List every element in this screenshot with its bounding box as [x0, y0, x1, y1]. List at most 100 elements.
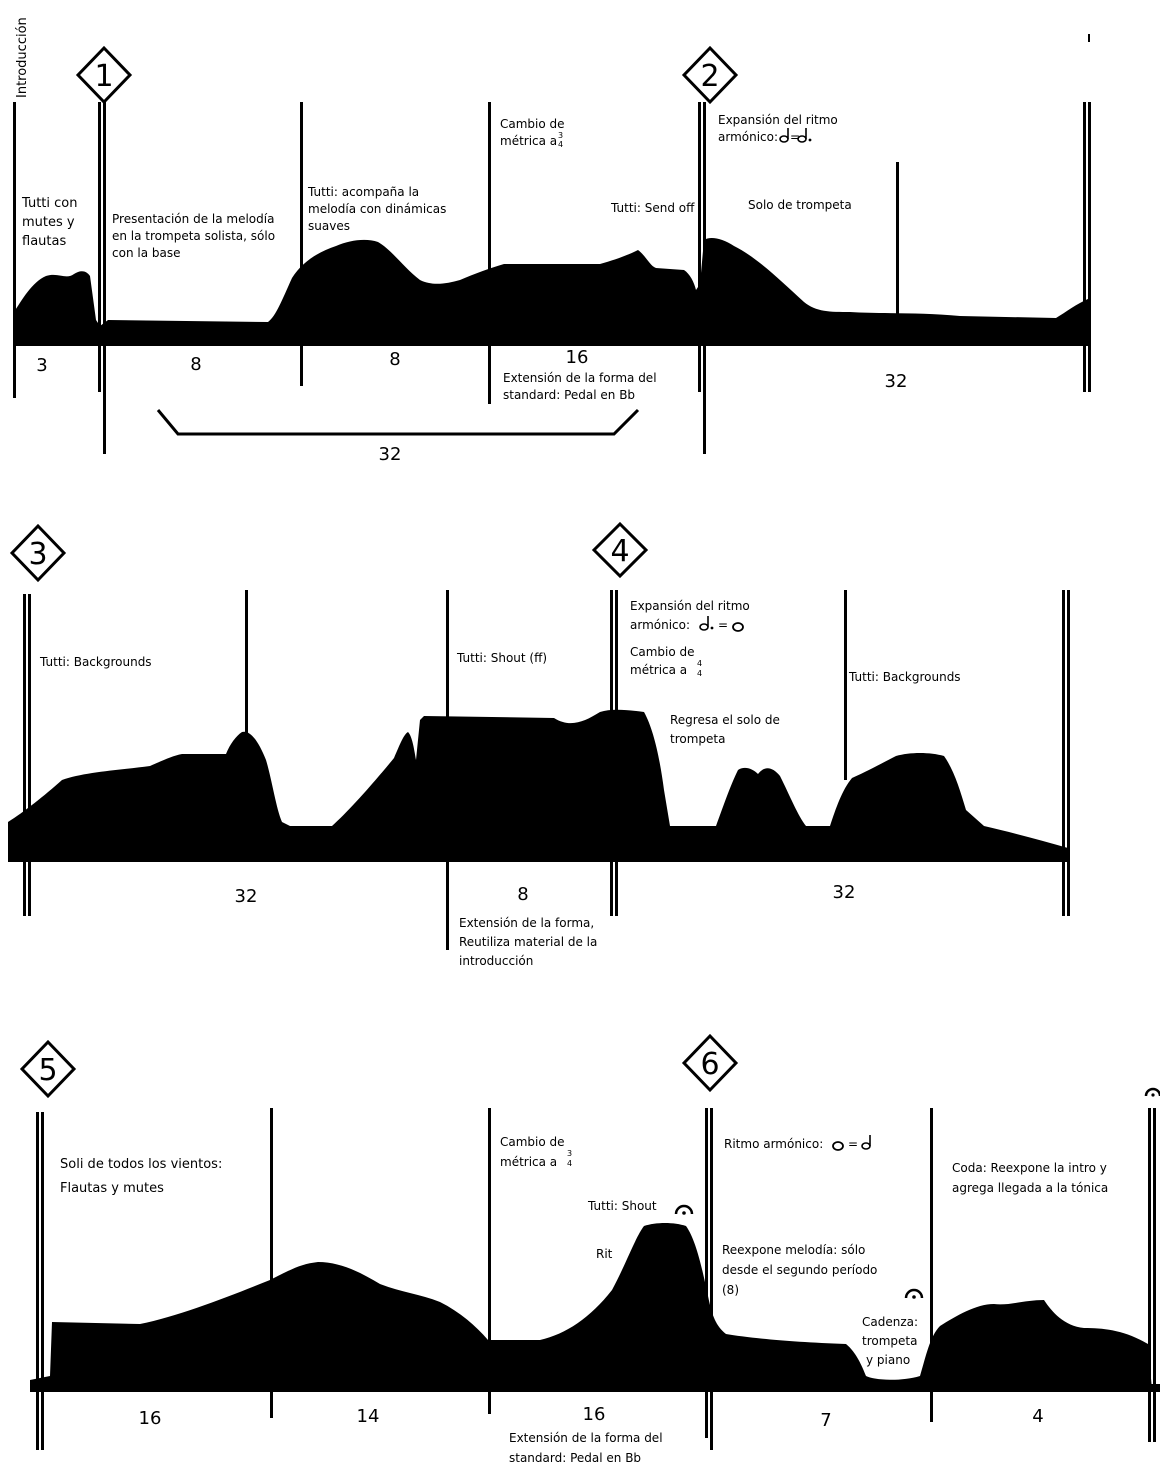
barline-r3-d2: [710, 1108, 713, 1450]
barline-r3-f2: [1153, 1108, 1156, 1442]
measure-r3-1: 16: [139, 1408, 162, 1429]
label-presentacion-3: con la base: [112, 246, 180, 260]
dotted-half-note-icon-r2: [699, 616, 714, 631]
barline-r1-b2: [103, 102, 106, 454]
label-reexpone-1: Reexpone melodía: sólo: [722, 1243, 865, 1257]
measure-r1-4: 16: [566, 347, 589, 368]
label-cadenza-2: trompeta: [862, 1334, 917, 1348]
barline-r1-d: [488, 102, 491, 404]
barline-r1-f: [896, 162, 899, 314]
svg-text:6: 6: [700, 1047, 719, 1082]
svg-text:4: 4: [610, 534, 629, 569]
label-expansion-r2-eq: =: [718, 618, 728, 632]
barline-r1-e1: [698, 102, 701, 392]
rehearsal-mark-2: 2: [681, 45, 739, 105]
row-3: 5 6 Soli de todos los vientos: Flautas y…: [19, 1033, 1160, 1465]
svg-text:1: 1: [94, 59, 113, 94]
label-reexpone-3: (8): [722, 1283, 739, 1297]
label-soli-2: Flautas y mutes: [60, 1181, 164, 1196]
dynamic-envelope-row2: [8, 709, 1068, 860]
dotted-half-note-icon: [797, 128, 812, 143]
label-cambio-r2-1: Cambio de: [630, 645, 695, 659]
label-extension-r1-2: standard: Pedal en Bb: [503, 388, 635, 402]
intro-label: Introducción: [15, 17, 30, 98]
whole-note-icon-r3: [832, 1141, 844, 1151]
barline-r1-b1: [98, 102, 101, 392]
dynamic-envelope-row3: [30, 1223, 1152, 1390]
svg-text:2: 2: [700, 59, 719, 94]
label-presentacion-2: en la trompeta solista, sólo: [112, 229, 275, 243]
bracket-r1: [156, 408, 640, 436]
baseline-row2: [8, 852, 1068, 862]
measure-r2-1: 32: [235, 886, 258, 907]
label-acompana-2: melodía con dinámicas: [308, 202, 446, 216]
svg-text:5: 5: [38, 1053, 57, 1088]
label-expansion-r1-1: Expansión del ritmo: [718, 113, 838, 127]
barline-r2-d2: [615, 590, 618, 916]
label-reexpone-2: desde el segundo período: [722, 1263, 877, 1277]
measure-r2-2: 8: [517, 884, 528, 905]
meter-bottom-r2: 4: [697, 669, 702, 678]
measure-r3-3: 16: [583, 1404, 606, 1425]
meter-top-r3: 3: [567, 1149, 572, 1158]
label-expansion-r1-eq: =: [790, 130, 800, 144]
label-extension-r2-3: introducción: [459, 954, 533, 968]
label-ritmo: Ritmo armónico:: [724, 1137, 823, 1151]
label-tutti-mutes-3: flautas: [22, 234, 66, 249]
half-note-icon: [779, 128, 789, 143]
barline-r2-f1: [1062, 590, 1065, 916]
measure-r2-3: 32: [833, 882, 856, 903]
bracket-total-r1: 32: [379, 444, 402, 465]
measure-r3-5: 4: [1032, 1406, 1043, 1427]
meter-bottom-r3: 4: [567, 1159, 572, 1168]
label-regresa-1: Regresa el solo de: [670, 713, 780, 727]
label-cambio-r3-1: Cambio de: [500, 1135, 565, 1149]
barline-r2-f2: [1067, 590, 1070, 916]
meter-top-r2: 4: [697, 659, 702, 668]
label-extension-r3-1: Extensión de la forma del: [509, 1431, 663, 1445]
barline-r1-e2: [703, 102, 706, 454]
label-tutti-mutes-1: Tutti con: [21, 196, 78, 211]
label-extension-r3-2: standard: Pedal en Bb: [509, 1451, 641, 1465]
label-soli-1: Soli de todos los vientos:: [60, 1157, 222, 1172]
barline-r3-f1: [1148, 1108, 1151, 1442]
label-tutti-mutes-2: mutes y: [22, 215, 75, 230]
label-backgrounds-a: Tutti: Backgrounds: [39, 655, 152, 669]
barline-r1-a: [13, 102, 16, 398]
measure-r3-2: 14: [357, 1406, 380, 1427]
rehearsal-mark-3: 3: [9, 523, 67, 583]
meter-top-r1: 3: [558, 131, 563, 140]
label-extension-r2-2: Reutiliza material de la: [459, 935, 597, 949]
baseline-row3: [30, 1384, 1160, 1392]
barline-r1-g1: [1083, 102, 1086, 392]
label-expansion-r2-2: armónico:: [630, 618, 690, 632]
whole-note-icon-r2: [732, 622, 744, 632]
measure-r1-5: 32: [885, 371, 908, 392]
barline-r1-c: [300, 102, 303, 386]
measure-r3-4: 7: [820, 1410, 831, 1431]
rehearsal-mark-4: 4: [591, 521, 649, 579]
svg-text:3: 3: [28, 537, 47, 572]
label-shout-ff: Tutti: Shout (ff): [456, 651, 547, 665]
label-cadenza-1: Cadenza:: [862, 1315, 918, 1329]
label-extension-r2-1: Extensión de la forma,: [459, 916, 594, 930]
row-2: 3 4 Tutti: Backgrounds Tutti: Shout (ff)…: [8, 521, 1070, 968]
rehearsal-mark-1: 1: [75, 45, 133, 105]
label-coda-1: Coda: Reexpone la intro y: [952, 1161, 1107, 1175]
label-acompana-3: suaves: [308, 219, 350, 233]
label-coda-2: agrega llegada a la tónica: [952, 1181, 1108, 1195]
label-send-off: Tutti: Send off: [610, 201, 695, 215]
label-presentacion-1: Presentación de la melodía: [112, 212, 274, 226]
barline-r3-a1: [36, 1112, 39, 1450]
measure-r1-1: 3: [36, 355, 47, 376]
label-ritmo-eq: =: [848, 1137, 858, 1151]
label-acompana-1: Tutti: acompaña la: [307, 185, 419, 199]
barline-r2-a2: [28, 594, 31, 916]
rehearsal-mark-6: 6: [681, 1033, 739, 1093]
label-expansion-r1-2: armónico:: [718, 130, 778, 144]
meter-bottom-r1: 4: [558, 140, 563, 149]
measure-r1-2: 8: [190, 354, 201, 375]
half-note-icon-r3: [861, 1135, 871, 1150]
barline-r3-e: [930, 1108, 933, 1422]
